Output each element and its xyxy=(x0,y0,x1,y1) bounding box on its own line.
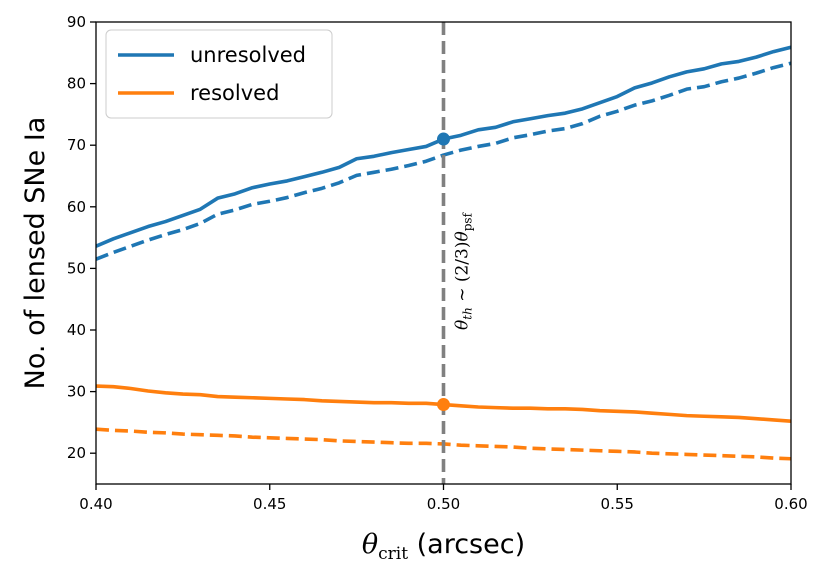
y-tick-label-30: 30 xyxy=(67,383,86,401)
y-tick-label-40: 40 xyxy=(67,321,86,339)
annot-mid: ∼ (2/3) xyxy=(453,242,473,308)
x-tick-label-0.55: 0.55 xyxy=(601,495,634,513)
legend-label-resolved: resolved xyxy=(190,81,279,105)
y-tick-label-20: 20 xyxy=(67,444,86,462)
marker-point-1 xyxy=(437,132,450,146)
x-axis-title-theta: θ xyxy=(362,529,378,560)
y-tick-label-70: 70 xyxy=(67,136,86,154)
x-axis-title: θcrit (arcsec) xyxy=(362,529,525,564)
annot-sub-th: th xyxy=(461,307,475,320)
x-tick-label-0.45: 0.45 xyxy=(253,495,286,513)
axes: 20 30 40 50 60 70 80 90 0.40 0.45 0.50 0.55 0.60 No. … xyxy=(20,13,808,564)
plot-area: θth ∼ (2/3)θpsf xyxy=(96,22,791,484)
y-tick-label-60: 60 xyxy=(67,198,86,216)
legend-box xyxy=(105,29,333,119)
marker-point-2 xyxy=(437,398,450,412)
y-axis-title: No. of lensed SNe Ia xyxy=(20,117,51,390)
x-tick-label-0.50: 0.50 xyxy=(427,495,460,513)
x-tick-label-0.40: 0.40 xyxy=(79,495,112,513)
y-tick-label-80: 80 xyxy=(67,75,86,93)
legend-label-unresolved: unresolved xyxy=(190,43,306,67)
annot-sub-psf: psf xyxy=(461,211,475,231)
threshold-annotation: θth ∼ (2/3)θpsf xyxy=(453,211,475,330)
y-tick-label-50: 50 xyxy=(67,259,86,277)
x-axis-title-sub: crit xyxy=(378,544,408,564)
x-tick-label-0.60: 0.60 xyxy=(774,495,807,513)
y-tick-label-90: 90 xyxy=(67,13,86,31)
annot-theta-2: θ xyxy=(453,231,473,241)
legend: unresolved resolved xyxy=(105,29,333,119)
annot-theta-1: θ xyxy=(453,320,473,330)
x-axis-title-unit: (arcsec) xyxy=(408,529,525,560)
